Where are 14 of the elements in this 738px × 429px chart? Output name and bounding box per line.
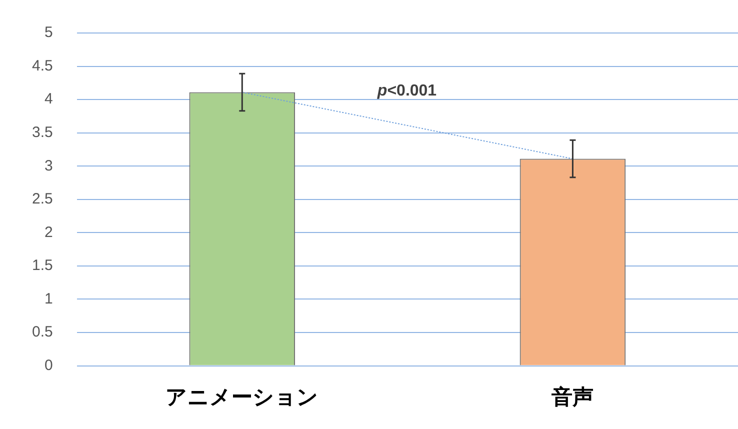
y-tick-label: 4.5 xyxy=(32,57,53,74)
y-tick-label: 1.5 xyxy=(32,257,53,274)
y-tick-label: 0.5 xyxy=(32,324,53,341)
y-tick-label: 5 xyxy=(44,24,53,42)
x-tick-label: 音声 xyxy=(550,384,594,409)
annotation: p<0.001 xyxy=(376,82,437,100)
y-tick-label: 1 xyxy=(44,290,53,308)
y-tick-label: 0 xyxy=(44,356,53,374)
y-tick-label: 2 xyxy=(44,224,53,241)
y-tick-label: 3 xyxy=(44,157,53,174)
y-tick-label: 2.5 xyxy=(32,190,53,208)
y-tick-label: 4 xyxy=(44,90,53,108)
x-tick-label: アニメーション xyxy=(166,384,319,409)
y-tick-label: 3.5 xyxy=(32,124,53,141)
